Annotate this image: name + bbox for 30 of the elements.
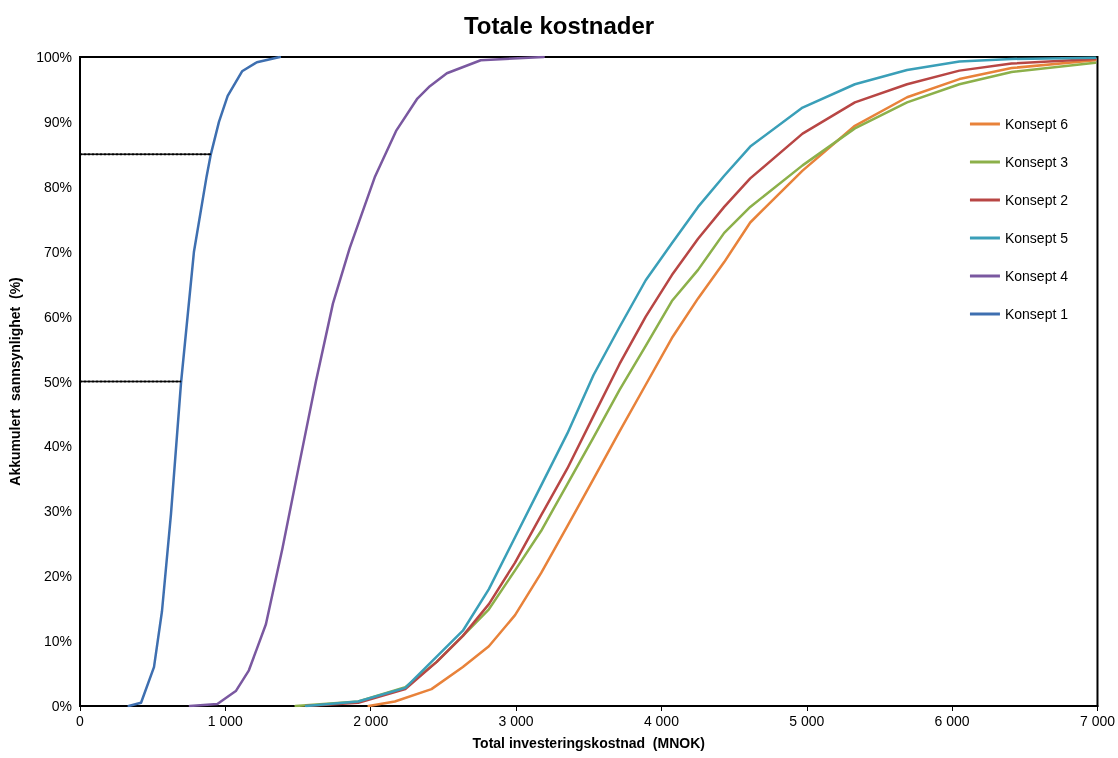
x-tick-label: 4 000 <box>643 713 680 729</box>
x-tick-label: 2 000 <box>353 713 389 729</box>
y-tick-label: 60% <box>43 308 72 325</box>
x-tick-label: 7 000 <box>1079 713 1116 729</box>
legend-label: Konsept 3 <box>1004 154 1069 170</box>
y-tick-label: 80% <box>43 178 72 195</box>
legend-label: Konsept 1 <box>1004 306 1069 322</box>
x-tick-label: 3 000 <box>498 713 534 729</box>
x-tick-label: 0 <box>76 713 85 729</box>
legend-label: Konsept 5 <box>1004 230 1069 246</box>
y-tick-label: 70% <box>43 243 72 260</box>
x-tick-label: 5 000 <box>789 713 825 729</box>
chart-title: Totale kostnader <box>463 11 655 39</box>
x-tick-label: 6 000 <box>934 713 970 729</box>
y-tick-label: 100% <box>36 49 72 65</box>
y-tick-label: 10% <box>43 633 72 650</box>
y-tick-label: 20% <box>43 568 72 585</box>
line-series <box>127 55 282 708</box>
legend-label: Konsept 6 <box>1004 116 1069 132</box>
y-tick-label: 90% <box>43 113 72 130</box>
y-tick-label: 40% <box>43 438 72 455</box>
legend-label: Konsept 2 <box>1004 192 1069 208</box>
x-axis-title: Total investeringskostnad (MNOK) <box>472 735 705 751</box>
y-tick-label: 30% <box>43 503 72 520</box>
y-axis-title: Akkumulert sannsynlighet (%) <box>7 277 23 486</box>
x-tick-label: 1 000 <box>207 713 244 729</box>
line-series <box>188 55 545 708</box>
legend-label: Konsept 4 <box>1004 268 1069 284</box>
y-tick-label: 0% <box>51 698 72 714</box>
y-tick-label: 50% <box>43 373 72 390</box>
